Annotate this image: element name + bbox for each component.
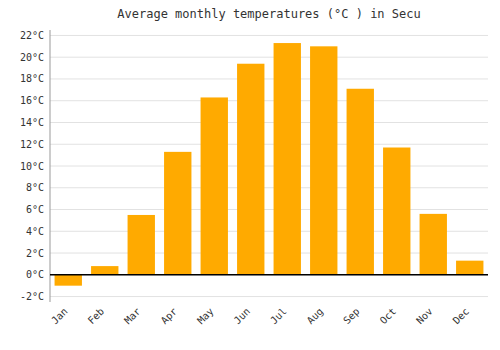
y-tick-label: 2°C	[26, 248, 44, 259]
title: Average monthly temperatures (°C ) in Se…	[117, 7, 420, 21]
y-axis-line	[50, 30, 51, 302]
y-tick-label: 20°C	[20, 52, 44, 63]
grid-line	[50, 187, 488, 188]
y-tick-label: 22°C	[20, 30, 44, 41]
x-tick-label: May	[195, 306, 216, 327]
chart: Average monthly temperatures (°C ) in Se…	[0, 0, 500, 350]
bar	[201, 97, 228, 274]
y-tick-label: 8°C	[26, 182, 44, 193]
grid-line	[50, 78, 488, 79]
y-tick-label: 18°C	[20, 73, 44, 84]
x-tick-label: Jan	[49, 306, 70, 327]
grid-line	[50, 57, 488, 58]
bar	[128, 215, 155, 275]
x-tick-label: Jun	[232, 306, 253, 327]
bar	[274, 43, 301, 275]
x-tick-label: Nov	[414, 306, 435, 327]
grid	[50, 35, 488, 296]
bar	[456, 261, 483, 275]
bar	[164, 152, 191, 275]
y-tick-label: -2°C	[20, 291, 44, 302]
grid-line	[50, 166, 488, 167]
x-tick-label: Dec	[451, 306, 472, 327]
x-tick-label: Oct	[378, 306, 399, 327]
bar	[310, 46, 337, 274]
bar	[91, 266, 118, 275]
x-tick-label: Mar	[122, 306, 143, 327]
grid-line	[50, 209, 488, 210]
bar	[383, 148, 410, 275]
y-tick-label: 4°C	[26, 226, 44, 237]
grid-line	[50, 35, 488, 36]
x-tick-label: Aug	[305, 306, 326, 327]
y-tick-label: 16°C	[20, 95, 44, 106]
grid-line	[50, 122, 488, 123]
y-tick-label: 0°C	[26, 269, 44, 280]
x-tick-label: Jul	[268, 306, 289, 327]
zero-line	[50, 274, 488, 276]
bar	[55, 275, 82, 286]
y-tick-label: 12°C	[20, 139, 44, 150]
bars	[55, 43, 484, 286]
y-tick-label: 14°C	[20, 117, 44, 128]
x-tick-label: Apr	[159, 306, 180, 327]
y-tick-label: 6°C	[26, 204, 44, 215]
grid-line	[50, 100, 488, 101]
grid-line	[50, 144, 488, 145]
grid-line	[50, 274, 488, 275]
bar	[347, 89, 374, 275]
bar	[420, 214, 447, 275]
y-tick-label: 10°C	[20, 161, 44, 172]
grid-line	[50, 296, 488, 297]
x-tick-label: Sep	[341, 306, 362, 327]
x-tick-label: Feb	[86, 306, 107, 327]
bar	[237, 64, 264, 275]
